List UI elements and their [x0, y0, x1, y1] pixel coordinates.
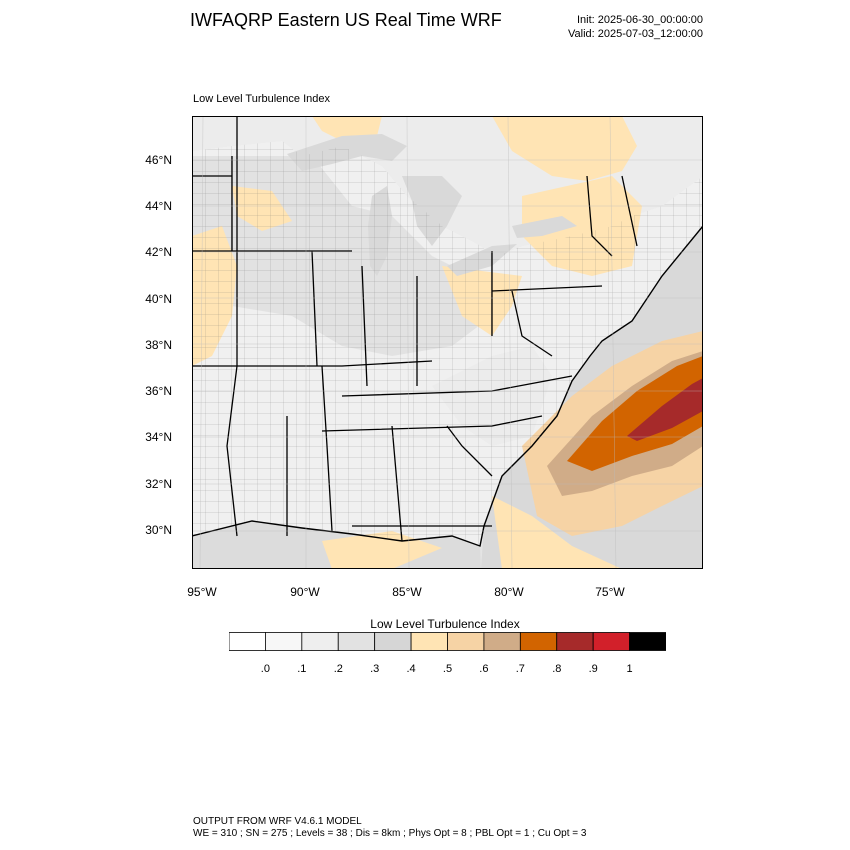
lat-label: 42°N	[145, 245, 172, 259]
state-boundaries	[192, 116, 638, 542]
colorbar-label: .7	[515, 663, 525, 675]
colorbar-swatch	[519, 632, 558, 651]
colorbar-swatch	[592, 632, 630, 651]
colorbar-swatch	[556, 632, 594, 651]
lon-label: 85°W	[392, 585, 422, 599]
colorbar-label: .6	[479, 663, 489, 675]
ocean-dark-red-core	[627, 378, 703, 441]
panel-label: Low Level Turbulence Index	[193, 93, 330, 105]
colorbar-label: .8	[552, 663, 562, 675]
colorbar-label: 1	[626, 663, 633, 675]
colorbar-swatch	[337, 632, 376, 651]
county-boundaries	[192, 141, 703, 546]
colorbar-label: .5	[442, 663, 453, 675]
colorbar-swatch	[483, 632, 521, 651]
main-title: IWFAQRP Eastern US Real Time WRF	[190, 10, 502, 30]
lat-label: 38°N	[145, 338, 172, 352]
graticule	[192, 116, 703, 569]
lat-label: 32°N	[145, 477, 172, 491]
init-time: Init: 2025-06-30_00:00:00	[577, 14, 703, 26]
model-info-line-1: OUTPUT FROM WRF V4.6.1 MODEL	[193, 816, 362, 827]
colorbar-label: .2	[333, 663, 343, 675]
colorbar-swatch	[447, 632, 485, 651]
lake-huron	[402, 176, 462, 246]
lat-label: 44°N	[145, 199, 172, 213]
ocean-pale-outer	[492, 496, 622, 569]
map-border	[192, 116, 703, 569]
lat-label: 34°N	[145, 430, 172, 444]
colorbar-swatch	[265, 632, 303, 651]
colorbar-swatch	[229, 632, 266, 651]
lon-label: 90°W	[290, 585, 320, 599]
ocean-dark-orange-band	[567, 356, 703, 471]
colorbar-label: .3	[370, 663, 380, 675]
coastline	[192, 225, 703, 547]
lat-label: 46°N	[145, 153, 172, 167]
lon-label: 80°W	[494, 585, 524, 599]
canada-orange-patch-2	[312, 116, 382, 141]
canada-orange-patch	[492, 116, 637, 181]
lat-label: 40°N	[145, 292, 172, 306]
colorbar-title: Low Level Turbulence Index	[370, 617, 520, 631]
colorbar-label: .1	[297, 663, 307, 675]
colorbar-label: .9	[588, 663, 598, 675]
lake-ontario	[512, 216, 577, 238]
lat-label: 30°N	[145, 523, 172, 537]
colorbar-swatch	[629, 632, 666, 651]
colorbar-label: .0	[260, 663, 270, 675]
colorbar	[229, 632, 666, 651]
colorbar-swatch	[374, 632, 412, 651]
model-info-line-2: WE = 310 ; SN = 275 ; Levels = 38 ; Dis …	[193, 828, 587, 839]
turbulence-map	[192, 116, 703, 569]
colorbar-label: .4	[406, 663, 416, 675]
colorbar-swatch	[410, 632, 448, 651]
lon-label: 95°W	[187, 585, 217, 599]
lat-label: 36°N	[145, 384, 172, 398]
lon-label: 75°W	[595, 585, 625, 599]
colorbar-swatch	[301, 632, 339, 651]
valid-time: Valid: 2025-07-03_12:00:00	[568, 28, 703, 40]
